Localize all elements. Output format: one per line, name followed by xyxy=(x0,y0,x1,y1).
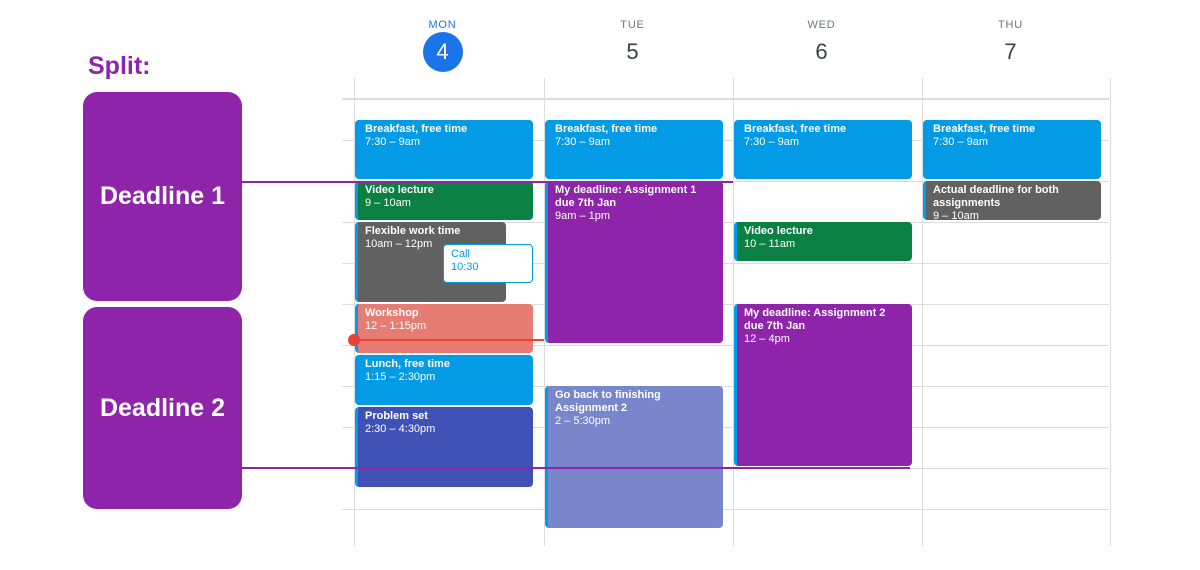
hour-gridline xyxy=(342,386,1109,387)
event-time: 2 – 5:30pm xyxy=(555,415,611,427)
day-number-button[interactable]: 7 xyxy=(1004,39,1017,64)
split-title: Split: xyxy=(88,52,151,80)
event-title: Breakfast, free time xyxy=(365,122,468,135)
day-column-divider xyxy=(1110,78,1111,546)
event-title: Go back to finishing Assignment 2 xyxy=(555,389,661,414)
event-time: 7:30 – 9am xyxy=(555,135,611,148)
day-column-divider xyxy=(733,78,734,546)
calendar-event[interactable]: Breakfast, free time 7:30 – 9am xyxy=(734,119,912,179)
hour-gridline xyxy=(342,304,1109,305)
calendar-event[interactable]: Workshop 12 – 1:15pm xyxy=(355,304,533,354)
calendar-event[interactable]: Problem set 2:30 – 4:30pm xyxy=(355,406,533,487)
hour-gridline xyxy=(342,263,1109,264)
event-time: 7:30 – 9am xyxy=(933,135,989,148)
event-title: Video lecture xyxy=(744,225,813,237)
event-time: 12 – 4pm xyxy=(744,333,790,345)
event-time: 7:30 – 9am xyxy=(365,135,421,148)
day-of-week-label: MON xyxy=(428,19,457,31)
event-time: 10 – 11am xyxy=(744,238,796,250)
day-column-divider xyxy=(922,78,923,546)
day-number-button[interactable]: 4 xyxy=(422,32,463,72)
day-of-week-label: TUE xyxy=(620,19,645,31)
day-of-week-label: WED xyxy=(807,19,836,31)
current-time-line xyxy=(354,338,544,341)
calendar-event[interactable]: Video lecture 9 – 10am xyxy=(355,181,533,220)
event-time: 9 – 10am xyxy=(365,197,411,209)
event-title: Video lecture xyxy=(365,184,434,196)
current-time-dot xyxy=(348,333,360,346)
event-time: 10:30 xyxy=(451,260,479,273)
calendar-event[interactable]: Lunch, free time 1:15 – 2:30pm xyxy=(355,355,533,405)
calendar-event[interactable]: Call 10:30 xyxy=(443,243,533,283)
event-title: Flexible work time xyxy=(365,225,461,237)
calendar-event[interactable]: Actual deadline for both assignments 9 – … xyxy=(923,181,1101,220)
deadline-2-connector xyxy=(242,467,910,469)
event-title: Workshop xyxy=(365,307,419,319)
event-title: Breakfast, free time xyxy=(744,122,847,135)
calendar-event[interactable]: Breakfast, free time 7:30 – 9am xyxy=(545,119,723,179)
event-title: Call xyxy=(451,247,470,260)
day-number-button[interactable]: 5 xyxy=(626,39,639,64)
event-title: My deadline: Assignment 1 due 7th Jan xyxy=(555,184,697,209)
hour-gridline xyxy=(342,509,1109,510)
calendar-event[interactable]: Video lecture 10 – 11am xyxy=(734,222,912,261)
event-time: 7:30 – 9am xyxy=(744,135,800,148)
deadline-1-box: Deadline 1 xyxy=(83,92,242,301)
hour-gridline xyxy=(342,427,1109,428)
calendar-event[interactable]: Breakfast, free time 7:30 – 9am xyxy=(923,119,1101,179)
event-title: Actual deadline for both assignments xyxy=(933,184,1059,209)
event-title: My deadline: Assignment 2 due 7th Jan xyxy=(744,307,886,332)
day-of-week-label: THU xyxy=(997,19,1023,31)
deadline-1-connector xyxy=(242,181,733,183)
event-title: Lunch, free time xyxy=(365,358,450,371)
calendar-event[interactable]: My deadline: Assignment 2 due 7th Jan 12 … xyxy=(734,304,912,466)
day-column-divider xyxy=(354,78,355,546)
event-time: 12 – 1:15pm xyxy=(365,320,427,332)
calendar-event[interactable]: Breakfast, free time 7:30 – 9am xyxy=(355,119,533,179)
event-time: 9 – 10am xyxy=(933,210,979,220)
day-number-button[interactable]: 6 xyxy=(815,39,828,64)
calendar-event[interactable]: My deadline: Assignment 1 due 7th Jan 9am… xyxy=(545,181,723,343)
event-time: 10am – 12pm xyxy=(365,238,433,250)
event-time: 2:30 – 4:30pm xyxy=(365,422,436,435)
event-time: 1:15 – 2:30pm xyxy=(365,371,436,384)
hour-gridline xyxy=(342,140,1109,141)
event-title: Breakfast, free time xyxy=(933,122,1036,135)
event-title: Breakfast, free time xyxy=(555,122,658,135)
event-title: Problem set xyxy=(365,409,428,422)
deadline-2-box: Deadline 2 xyxy=(83,307,242,509)
hour-gridline xyxy=(342,222,1109,223)
event-time: 9am – 1pm xyxy=(555,210,611,222)
header-divider xyxy=(342,98,1109,100)
day-column-divider xyxy=(544,78,545,546)
hour-gridline xyxy=(342,345,1109,346)
